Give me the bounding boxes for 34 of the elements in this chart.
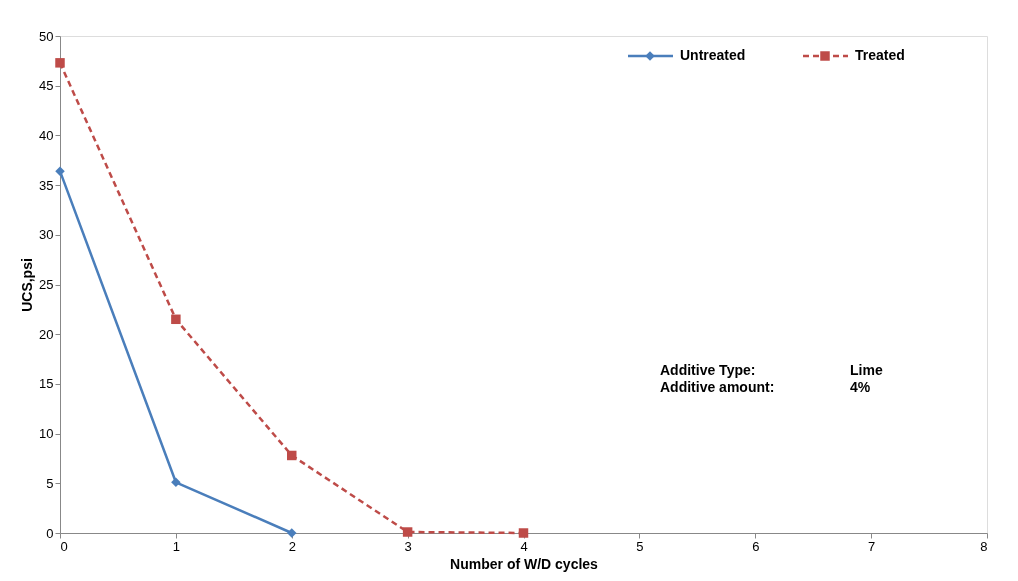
y-tick-label: 20 bbox=[39, 326, 54, 342]
y-tick-label: 10 bbox=[39, 426, 54, 442]
x-tick-label: 2 bbox=[288, 538, 296, 554]
y-tick-label: 0 bbox=[46, 525, 54, 541]
point bbox=[171, 314, 181, 325]
annotation: Lime bbox=[850, 362, 883, 378]
y-tick-label: 45 bbox=[39, 78, 54, 94]
y-tick-label: 15 bbox=[39, 376, 54, 392]
x-tick-label: 3 bbox=[404, 538, 412, 554]
y-tick-label: 25 bbox=[39, 277, 54, 292]
y-tick-label: 40 bbox=[39, 127, 54, 143]
point bbox=[55, 58, 65, 68]
y-tick-label: 50 bbox=[39, 28, 54, 44]
x-tick-label: 4 bbox=[520, 538, 528, 554]
point bbox=[287, 450, 297, 461]
x-tick-label: 7 bbox=[868, 538, 876, 554]
x-axis-title: Number of W/D cycles bbox=[450, 555, 599, 572]
y-axis-title: UCS,psi bbox=[19, 258, 36, 312]
point bbox=[518, 528, 529, 538]
x-tick-label: 5 bbox=[636, 538, 644, 554]
x-tick-label: 0 bbox=[60, 538, 68, 554]
x-tick-label: 6 bbox=[752, 538, 760, 554]
point bbox=[171, 477, 181, 488]
annotation: Additive amount: bbox=[660, 379, 775, 395]
y-tick-label: 35 bbox=[39, 177, 54, 193]
legend-label: Treated bbox=[855, 47, 905, 63]
annotation: 4% bbox=[850, 379, 871, 395]
x-tick-label: 1 bbox=[172, 538, 180, 554]
y-tick-label: 30 bbox=[39, 227, 54, 243]
x-tick-label: 8 bbox=[980, 538, 988, 554]
legend-label: Untreated bbox=[680, 47, 746, 63]
y-tick-label: 5 bbox=[46, 475, 54, 491]
annotation: Additive Type: bbox=[660, 362, 756, 378]
point bbox=[402, 527, 413, 537]
